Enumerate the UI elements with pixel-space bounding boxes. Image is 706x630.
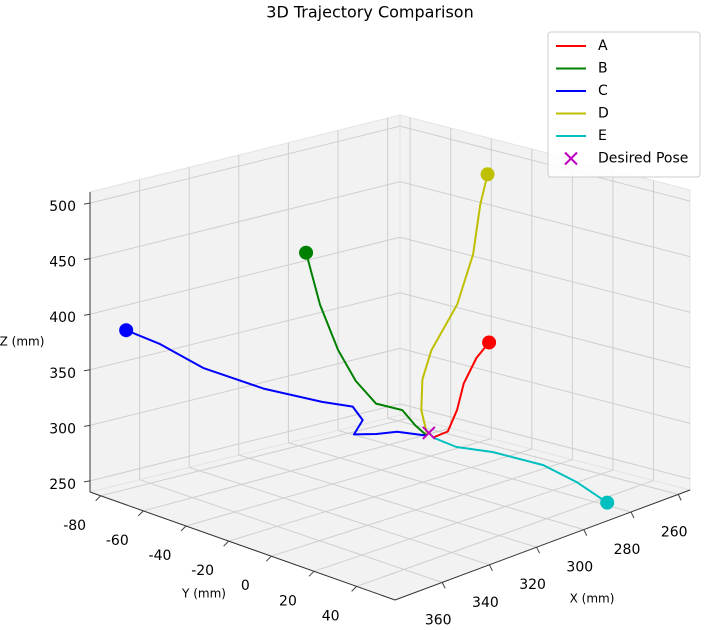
trajectory (125, 329, 427, 437)
grid-line (228, 448, 532, 542)
y-axis-line (89, 491, 396, 601)
grid-line (399, 236, 691, 313)
x-tick-label: 360 (425, 612, 452, 628)
z-tick-label: 300 (49, 421, 76, 437)
grid-line (399, 125, 691, 202)
grid-line (139, 479, 443, 583)
y-tick-label: -60 (106, 533, 129, 549)
z-tick-label: 250 (49, 477, 76, 493)
y-axis-label: Y (mm) (181, 587, 226, 601)
x-tick-label: 280 (614, 542, 641, 558)
desired-pose-marker (422, 426, 436, 440)
legend-swatch (564, 151, 578, 166)
start-point (299, 245, 314, 260)
grid-line (399, 403, 691, 480)
tick-mark (265, 555, 272, 562)
start-point (482, 335, 497, 350)
grid-line (288, 442, 584, 531)
grid-line (238, 454, 537, 548)
start-point (600, 495, 615, 510)
start-point (480, 167, 495, 182)
start-point (119, 323, 134, 338)
grid-line (399, 347, 691, 424)
y-tick-label: 20 (279, 593, 297, 609)
grid-line (89, 347, 401, 426)
y-tick-label: 40 (322, 608, 340, 624)
trajectory (432, 341, 490, 439)
grid-line (337, 429, 632, 513)
y-tick-label: -80 (63, 518, 86, 534)
tick-mark (83, 424, 91, 427)
legend-label: E (598, 128, 607, 144)
grid-line (387, 417, 679, 495)
x-tick-label: 320 (519, 577, 546, 593)
grid-line (313, 469, 614, 572)
z-tick-label: 350 (49, 366, 76, 382)
legend-label: B (598, 61, 608, 77)
y-tick-label: -20 (191, 563, 214, 579)
grid-line (271, 459, 573, 557)
trajectory (420, 174, 489, 434)
tick-mark (308, 570, 315, 577)
tick-mark (83, 313, 91, 316)
tick-mark (583, 529, 588, 536)
tick-mark (180, 525, 187, 532)
tick-mark (488, 564, 493, 572)
legend-label: Desired Pose (598, 151, 688, 167)
tick-mark (630, 511, 635, 519)
grid-line (89, 403, 401, 482)
tick-mark (83, 480, 91, 483)
x-axis-line (394, 489, 691, 601)
y-tick-label: -40 (149, 548, 172, 564)
tick-mark (83, 369, 91, 372)
tick-mark (223, 540, 229, 547)
z-tick-label: 500 (49, 199, 76, 215)
tick-mark (677, 494, 682, 501)
grid-line (399, 181, 691, 258)
tick-mark (351, 586, 357, 592)
z-tick-label: 450 (49, 255, 76, 271)
tick-mark (83, 202, 91, 205)
chart-title: 3D Trajectory Comparison (266, 3, 473, 22)
grid-line (189, 466, 490, 566)
y-tick-label: 0 (241, 578, 250, 594)
grid-line (399, 292, 691, 369)
legend-label: C (598, 83, 608, 99)
tick-mark (95, 495, 102, 502)
z-axis-label: Z (mm) (0, 335, 44, 349)
x-tick-label: 300 (566, 560, 593, 576)
grid-line (89, 236, 401, 315)
grid-line (185, 438, 492, 527)
legend-label: A (598, 38, 608, 54)
tick-mark (441, 582, 446, 589)
trajectory (432, 436, 608, 504)
grid-line (143, 427, 451, 512)
tick-mark (536, 546, 541, 554)
grid-line (89, 125, 401, 204)
tick-mark (83, 258, 91, 261)
x-tick-label: 260 (661, 524, 688, 540)
legend-label: D (598, 106, 609, 122)
z-tick-label: 400 (49, 310, 76, 326)
grid-line (89, 181, 401, 260)
grid-line (100, 417, 411, 497)
x-axis-label: X (mm) (570, 592, 615, 606)
trajectory (305, 252, 428, 437)
tick-mark (137, 510, 144, 517)
x-tick-label: 340 (472, 595, 499, 611)
grid-line (89, 292, 401, 371)
